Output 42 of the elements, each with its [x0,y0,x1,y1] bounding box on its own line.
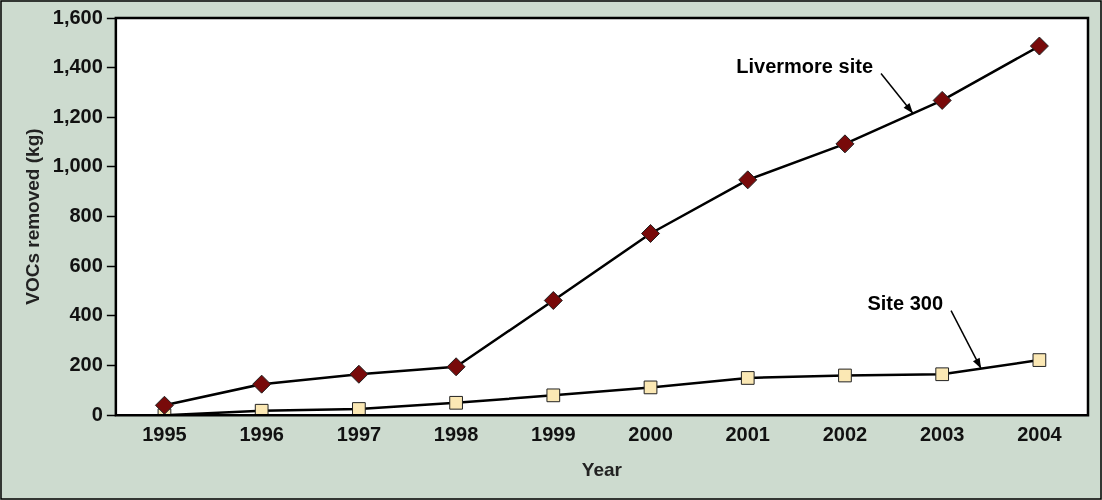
y-tick-label: 800 [69,204,103,227]
text: Site 300 [867,292,944,315]
text: Livermore site [736,54,874,77]
x-tick-label: 2003 [919,422,965,445]
x-axis-title: Year [581,458,623,480]
y-tick-label: 1,000 [52,154,103,177]
point [252,374,272,394]
point [838,368,852,383]
y-tick-label: 1,400 [52,55,103,78]
point [154,395,174,415]
y-tick-label: 0 [91,402,103,425]
point [254,403,269,416]
y-axis-title: VOCs removed (kg) [21,128,43,305]
point [449,395,463,410]
y-tick-label: 200 [69,353,103,376]
x-tick-label: 1996 [239,422,284,445]
x-tick-label: 2002 [822,422,868,445]
point [1029,36,1049,56]
x-tick-label: 1998 [433,422,479,445]
x-tick-label: 1999 [531,422,576,445]
x-tick-label: 2001 [725,422,770,445]
point [446,357,466,377]
y-tick-label: 1,600 [52,5,103,28]
x-tick-label: 2000 [628,422,673,445]
point [1032,353,1047,367]
point [835,134,855,154]
point [543,291,563,311]
point [349,364,369,384]
x-tick-label: 1997 [336,422,382,445]
point [643,380,658,395]
point [352,402,366,416]
y-tick-label: 1,200 [52,104,103,127]
x-tick-label: 2004 [1017,422,1063,445]
x-tick-label: 1995 [142,422,187,445]
y-tick-label: 600 [69,253,103,276]
y-tick-label: 400 [69,303,103,326]
point [738,170,758,190]
point [546,388,561,403]
point [740,371,755,385]
point [932,90,952,110]
point [935,367,950,382]
point [641,223,661,243]
